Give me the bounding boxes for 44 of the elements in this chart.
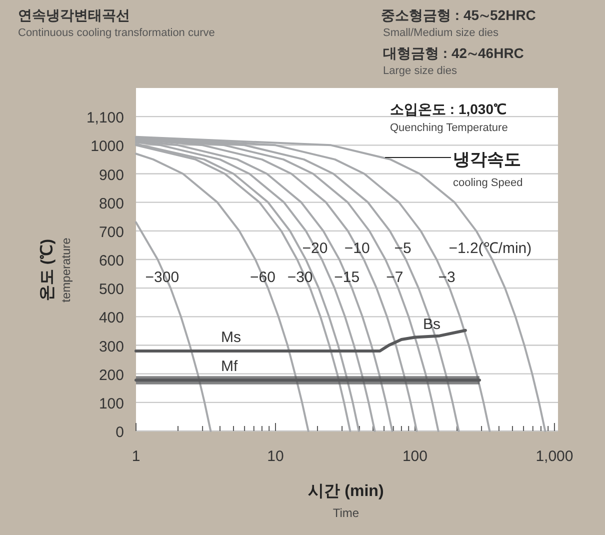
- annotation: −60: [250, 268, 276, 286]
- annotation: cooling Speed: [453, 177, 523, 189]
- annotation: 소입온도 : 1,030℃: [390, 101, 506, 117]
- annotation: Mf: [221, 358, 238, 375]
- annotation: −7: [386, 268, 404, 286]
- annotation: temperature: [59, 238, 73, 302]
- annotation: Ms: [221, 329, 241, 346]
- y-tick-label: 0: [116, 424, 124, 441]
- y-tick-label: 400: [98, 310, 124, 327]
- y-tick-label: 500: [98, 281, 124, 298]
- annotation: −10: [344, 240, 370, 257]
- annotation: Time: [332, 506, 360, 520]
- x-tick-label: 1,000: [536, 448, 574, 465]
- annotation: −20: [302, 240, 328, 257]
- y-tick-label: 300: [98, 338, 124, 356]
- y-axis-title: 온도 (℃): [39, 238, 56, 302]
- annotation: 대형금형 : 42∼46HRC: [383, 45, 524, 61]
- annotation: Small/Medium size dies: [383, 27, 499, 39]
- annotation: −3: [438, 268, 456, 286]
- y-tick-label: 100: [98, 395, 124, 412]
- x-axis-title: 시간 (min): [308, 483, 384, 500]
- annotation: Bs: [423, 316, 441, 334]
- chart-subtitle: Continuous cooling transformation curve: [18, 27, 215, 39]
- y-tick-label: 1000: [90, 138, 124, 156]
- x-tick-label: 10: [267, 448, 284, 465]
- chart-title: 연속냉각변태곡선: [18, 7, 130, 23]
- annotation: 냉각속도: [384, 150, 521, 169]
- y-tick-label: 700: [98, 224, 124, 241]
- annotation: −300: [145, 268, 180, 286]
- y-tick-label: 600: [98, 252, 124, 270]
- y-tick-label: 800: [98, 195, 124, 212]
- annotation: −1.2(℃/min): [448, 240, 532, 257]
- annotation: Large size dies: [383, 65, 457, 77]
- annotation: −5: [394, 240, 412, 257]
- x-tick-label: 1: [132, 448, 140, 465]
- annotation: 냉각속도: [453, 150, 521, 169]
- y-tick-label: 1,100: [86, 110, 124, 127]
- annotation: 중소형금형 : 45∼52HRC: [381, 7, 536, 23]
- y-tick-label: 900: [98, 166, 124, 184]
- y-tick-label: 200: [98, 366, 124, 384]
- annotation: Quenching Temperature: [390, 122, 508, 134]
- annotation: −15: [334, 268, 360, 286]
- annotation: −30: [287, 268, 313, 286]
- x-tick-label: 100: [402, 448, 428, 465]
